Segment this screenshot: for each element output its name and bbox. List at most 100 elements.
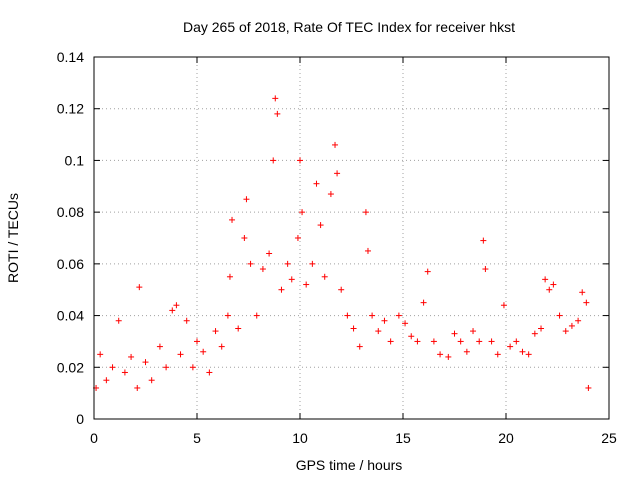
data-point xyxy=(294,235,301,241)
y-tick-label: 0.14 xyxy=(57,49,84,65)
data-point xyxy=(338,286,345,293)
data-point xyxy=(121,369,128,376)
data-point xyxy=(212,328,219,335)
data-point xyxy=(395,312,402,319)
data-point xyxy=(142,359,149,366)
y-tick-label: 0.12 xyxy=(57,101,84,117)
data-point xyxy=(229,216,236,223)
data-point xyxy=(235,325,242,332)
data-point xyxy=(531,330,538,337)
data-point xyxy=(463,348,470,355)
data-point xyxy=(585,384,592,391)
data-point xyxy=(344,312,351,319)
y-tick-label: 0.02 xyxy=(57,359,84,375)
data-point xyxy=(332,141,339,148)
x-tick-label: 20 xyxy=(498,430,514,446)
data-point xyxy=(476,338,483,345)
data-point xyxy=(218,343,225,350)
data-point xyxy=(134,384,141,391)
data-point xyxy=(445,353,452,360)
data-point xyxy=(494,351,501,358)
x-axis-label: GPS time / hours xyxy=(296,457,403,473)
data-point xyxy=(224,312,231,319)
data-point xyxy=(457,338,464,345)
data-point xyxy=(136,284,143,291)
data-point xyxy=(299,209,306,216)
data-point xyxy=(128,353,135,360)
x-tick-label: 15 xyxy=(395,430,411,446)
data-point xyxy=(482,266,489,273)
data-point xyxy=(169,307,176,314)
data-point xyxy=(189,364,196,371)
data-point xyxy=(424,268,431,275)
data-point xyxy=(303,281,310,288)
data-point xyxy=(253,312,260,319)
data-point xyxy=(583,299,590,306)
data-point xyxy=(579,289,586,296)
data-point xyxy=(430,338,437,345)
data-point xyxy=(241,235,248,241)
y-tick-label: 0.06 xyxy=(57,256,84,272)
data-point xyxy=(109,364,116,371)
data-point xyxy=(350,325,357,332)
axis-ticks xyxy=(93,56,610,420)
data-point xyxy=(272,95,279,102)
data-point xyxy=(200,348,207,355)
y-tick-label: 0.1 xyxy=(65,152,85,168)
y-tick-label: 0 xyxy=(76,411,84,427)
x-tick-label: 5 xyxy=(193,430,201,446)
data-point xyxy=(568,322,575,329)
data-point xyxy=(274,110,281,117)
data-point xyxy=(546,286,553,293)
data-point xyxy=(381,317,388,324)
data-point xyxy=(513,338,520,345)
data-point xyxy=(156,343,163,350)
data-point xyxy=(437,351,444,358)
x-tick-labels: 0 5 10 15 20 25 xyxy=(90,430,617,446)
data-point xyxy=(402,320,409,327)
y-axis-label: ROTI / TECUs xyxy=(5,193,21,283)
x-tick-label: 10 xyxy=(292,430,308,446)
data-point xyxy=(414,338,421,345)
data-point xyxy=(115,317,122,324)
data-point xyxy=(364,247,371,254)
data-point xyxy=(247,260,254,267)
data-marks xyxy=(93,95,592,391)
data-point xyxy=(278,286,285,293)
data-point xyxy=(451,330,458,337)
data-point xyxy=(270,157,277,164)
data-point xyxy=(362,209,369,216)
grid-lines xyxy=(94,57,609,419)
data-point xyxy=(321,273,328,280)
data-point xyxy=(375,328,382,335)
data-point xyxy=(538,325,545,332)
data-point xyxy=(550,281,557,288)
data-point xyxy=(525,351,532,358)
data-point xyxy=(327,191,334,198)
data-point xyxy=(163,364,170,371)
y-tick-label: 0.08 xyxy=(57,204,84,220)
data-point xyxy=(575,317,582,324)
data-point xyxy=(369,312,376,319)
data-point xyxy=(297,157,303,164)
data-point xyxy=(266,250,273,257)
x-tick-label: 0 xyxy=(90,430,98,446)
data-point xyxy=(97,351,104,358)
data-point xyxy=(313,180,320,187)
data-point xyxy=(562,328,569,335)
data-point xyxy=(194,338,200,345)
data-point xyxy=(309,260,316,267)
data-point xyxy=(226,273,233,280)
data-point xyxy=(317,222,324,229)
data-point xyxy=(148,377,155,384)
data-point xyxy=(356,343,363,350)
plot-frame xyxy=(93,56,610,420)
data-point xyxy=(542,276,549,283)
data-point xyxy=(470,328,477,335)
chart-title: Day 265 of 2018, Rate Of TEC Index for r… xyxy=(183,19,515,35)
data-point xyxy=(243,196,250,203)
data-point xyxy=(259,266,266,273)
data-point xyxy=(206,369,213,376)
data-point xyxy=(334,170,341,177)
